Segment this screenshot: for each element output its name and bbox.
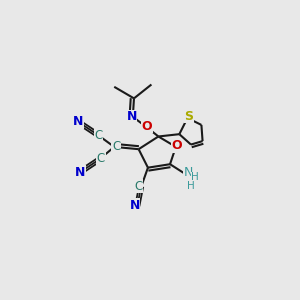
Text: O: O (142, 120, 152, 133)
Text: C: C (134, 180, 142, 193)
Text: C: C (112, 140, 120, 153)
Text: C: C (94, 129, 103, 142)
Text: H: H (187, 181, 195, 191)
Text: N: N (73, 115, 83, 128)
Text: S: S (184, 110, 193, 123)
Text: N: N (184, 166, 193, 179)
Text: H: H (191, 172, 199, 182)
Text: C: C (97, 152, 105, 165)
Text: O: O (172, 139, 182, 152)
Text: N: N (75, 166, 86, 179)
Text: N: N (127, 110, 137, 123)
Text: N: N (130, 199, 140, 212)
